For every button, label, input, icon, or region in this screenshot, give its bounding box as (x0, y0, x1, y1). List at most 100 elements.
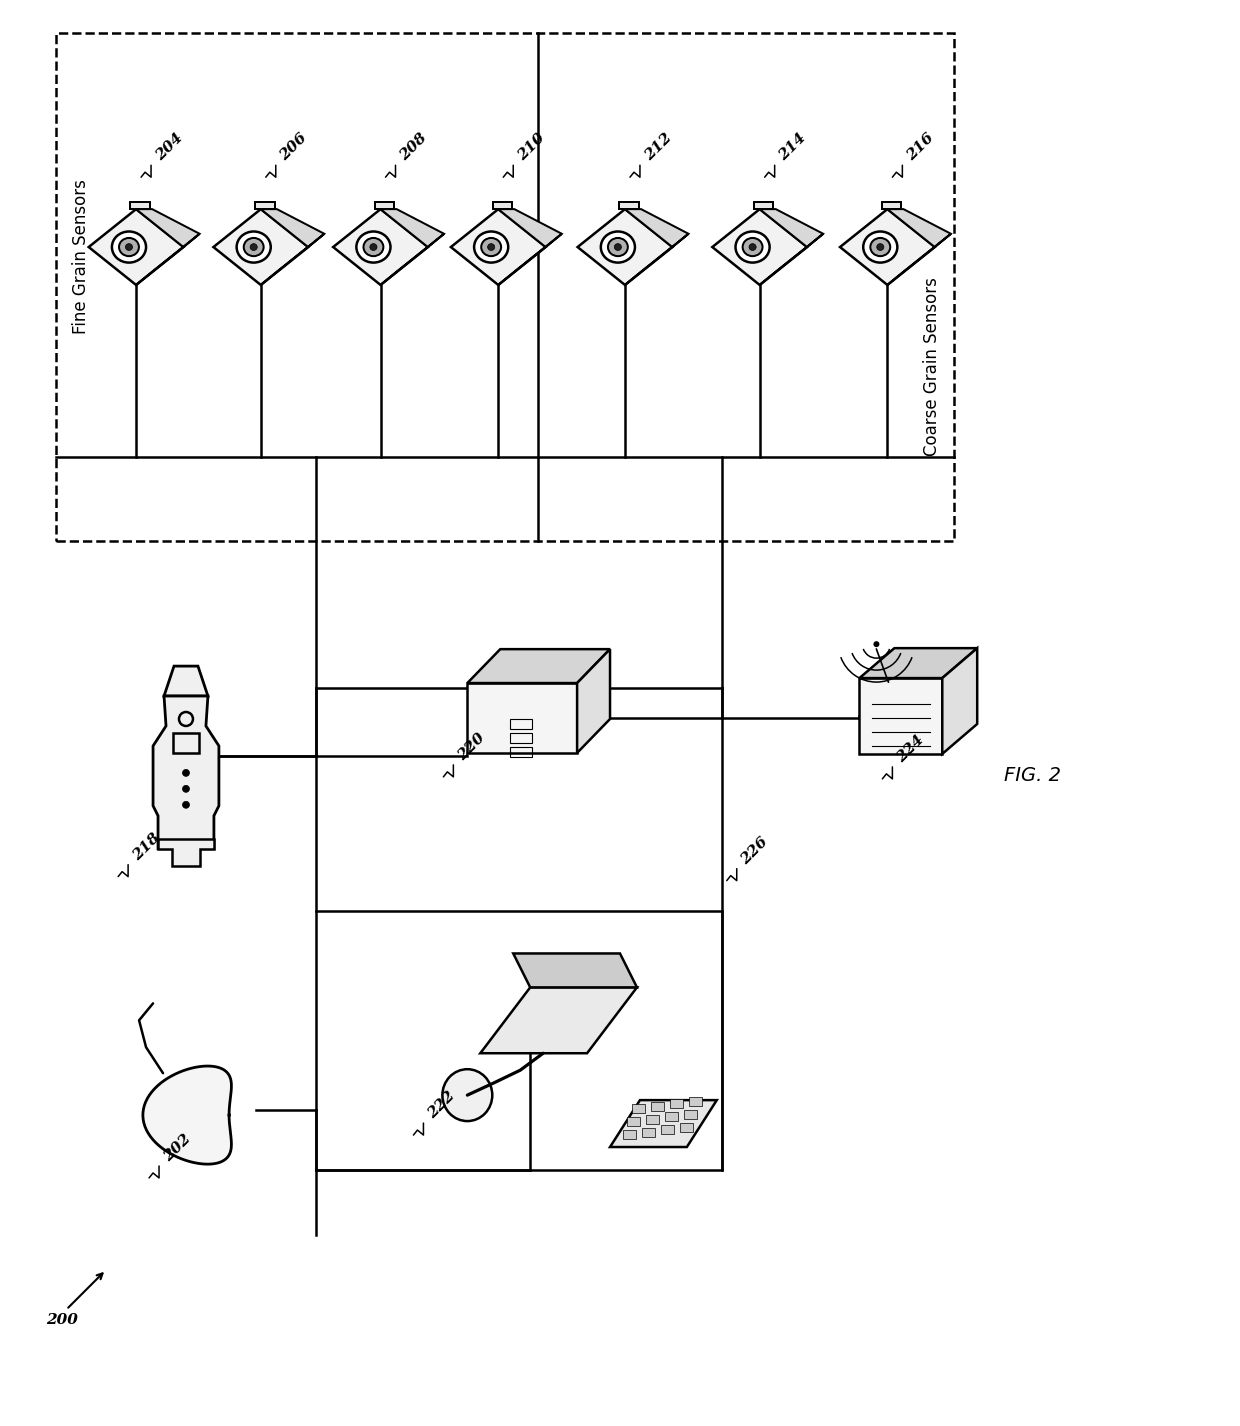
Text: Fine Grain Sensors: Fine Grain Sensors (72, 180, 91, 335)
Text: Coarse Grain Sensors: Coarse Grain Sensors (924, 277, 941, 456)
Ellipse shape (481, 238, 501, 257)
Ellipse shape (870, 238, 890, 257)
Bar (510, 733, 532, 743)
Polygon shape (610, 1099, 717, 1147)
Text: 212: 212 (642, 131, 675, 163)
Bar (680, 1122, 693, 1132)
Polygon shape (839, 210, 935, 285)
Polygon shape (130, 202, 150, 210)
Ellipse shape (237, 231, 270, 262)
Polygon shape (334, 210, 428, 285)
Ellipse shape (182, 770, 190, 776)
Polygon shape (136, 210, 200, 247)
Polygon shape (374, 202, 394, 210)
Polygon shape (213, 210, 309, 285)
Polygon shape (625, 210, 688, 247)
Bar (510, 719, 532, 729)
Polygon shape (255, 202, 274, 210)
Bar (622, 1129, 636, 1139)
Bar (316, 911, 722, 1169)
Text: 204: 204 (153, 131, 186, 163)
Polygon shape (260, 210, 325, 247)
Polygon shape (136, 234, 200, 285)
Ellipse shape (370, 244, 377, 251)
Text: 214: 214 (776, 131, 808, 163)
Polygon shape (143, 1067, 232, 1164)
Bar (684, 1109, 697, 1118)
Ellipse shape (356, 231, 391, 262)
Polygon shape (260, 234, 325, 285)
Bar (174, 733, 198, 753)
Ellipse shape (614, 244, 621, 251)
Bar (646, 1115, 660, 1124)
Polygon shape (513, 954, 637, 987)
Text: 218: 218 (130, 830, 162, 863)
Ellipse shape (474, 231, 508, 262)
Polygon shape (498, 210, 562, 247)
Polygon shape (467, 683, 577, 753)
Ellipse shape (743, 238, 763, 257)
Ellipse shape (250, 244, 257, 251)
Polygon shape (577, 649, 610, 753)
Polygon shape (888, 210, 951, 247)
Ellipse shape (244, 238, 264, 257)
Ellipse shape (119, 238, 139, 257)
Text: 206: 206 (278, 131, 310, 163)
Text: 200: 200 (46, 1312, 78, 1326)
Bar (689, 1097, 702, 1105)
Polygon shape (381, 210, 444, 247)
Bar (666, 1112, 678, 1121)
Bar (632, 1104, 645, 1114)
Bar (642, 1128, 655, 1137)
Polygon shape (157, 838, 215, 866)
Ellipse shape (873, 642, 879, 647)
Text: 226: 226 (739, 834, 771, 867)
Polygon shape (888, 234, 951, 285)
Ellipse shape (182, 801, 190, 809)
Ellipse shape (112, 231, 146, 262)
Ellipse shape (125, 244, 133, 251)
Polygon shape (381, 234, 444, 285)
Polygon shape (578, 210, 672, 285)
Ellipse shape (443, 1070, 492, 1121)
Text: 210: 210 (516, 131, 548, 163)
Text: 224: 224 (894, 733, 926, 764)
Polygon shape (89, 210, 184, 285)
Ellipse shape (363, 238, 383, 257)
Text: 202: 202 (161, 1132, 193, 1164)
Text: FIG. 2: FIG. 2 (1004, 766, 1061, 786)
Bar (670, 1099, 683, 1108)
Bar (651, 1102, 663, 1111)
Bar (661, 1125, 673, 1134)
Text: 208: 208 (398, 131, 430, 163)
Bar (510, 747, 532, 757)
Polygon shape (760, 210, 823, 247)
Polygon shape (942, 649, 977, 754)
Ellipse shape (863, 231, 898, 262)
Ellipse shape (735, 231, 770, 262)
Polygon shape (492, 202, 512, 210)
Polygon shape (760, 234, 823, 285)
Ellipse shape (749, 244, 756, 251)
Polygon shape (164, 666, 208, 696)
Polygon shape (619, 202, 639, 210)
Polygon shape (859, 679, 942, 754)
Text: 220: 220 (455, 730, 487, 763)
Ellipse shape (608, 238, 627, 257)
Bar (627, 1117, 640, 1127)
Text: 216: 216 (904, 131, 936, 163)
Polygon shape (712, 210, 807, 285)
Polygon shape (480, 987, 637, 1054)
Ellipse shape (182, 786, 190, 793)
Polygon shape (153, 696, 219, 848)
Polygon shape (451, 210, 546, 285)
Ellipse shape (601, 231, 635, 262)
Polygon shape (882, 202, 901, 210)
Polygon shape (859, 649, 977, 679)
Ellipse shape (877, 244, 884, 251)
Polygon shape (625, 234, 688, 285)
Polygon shape (467, 649, 610, 683)
Text: 222: 222 (425, 1088, 458, 1121)
Polygon shape (498, 234, 562, 285)
Ellipse shape (487, 244, 495, 251)
